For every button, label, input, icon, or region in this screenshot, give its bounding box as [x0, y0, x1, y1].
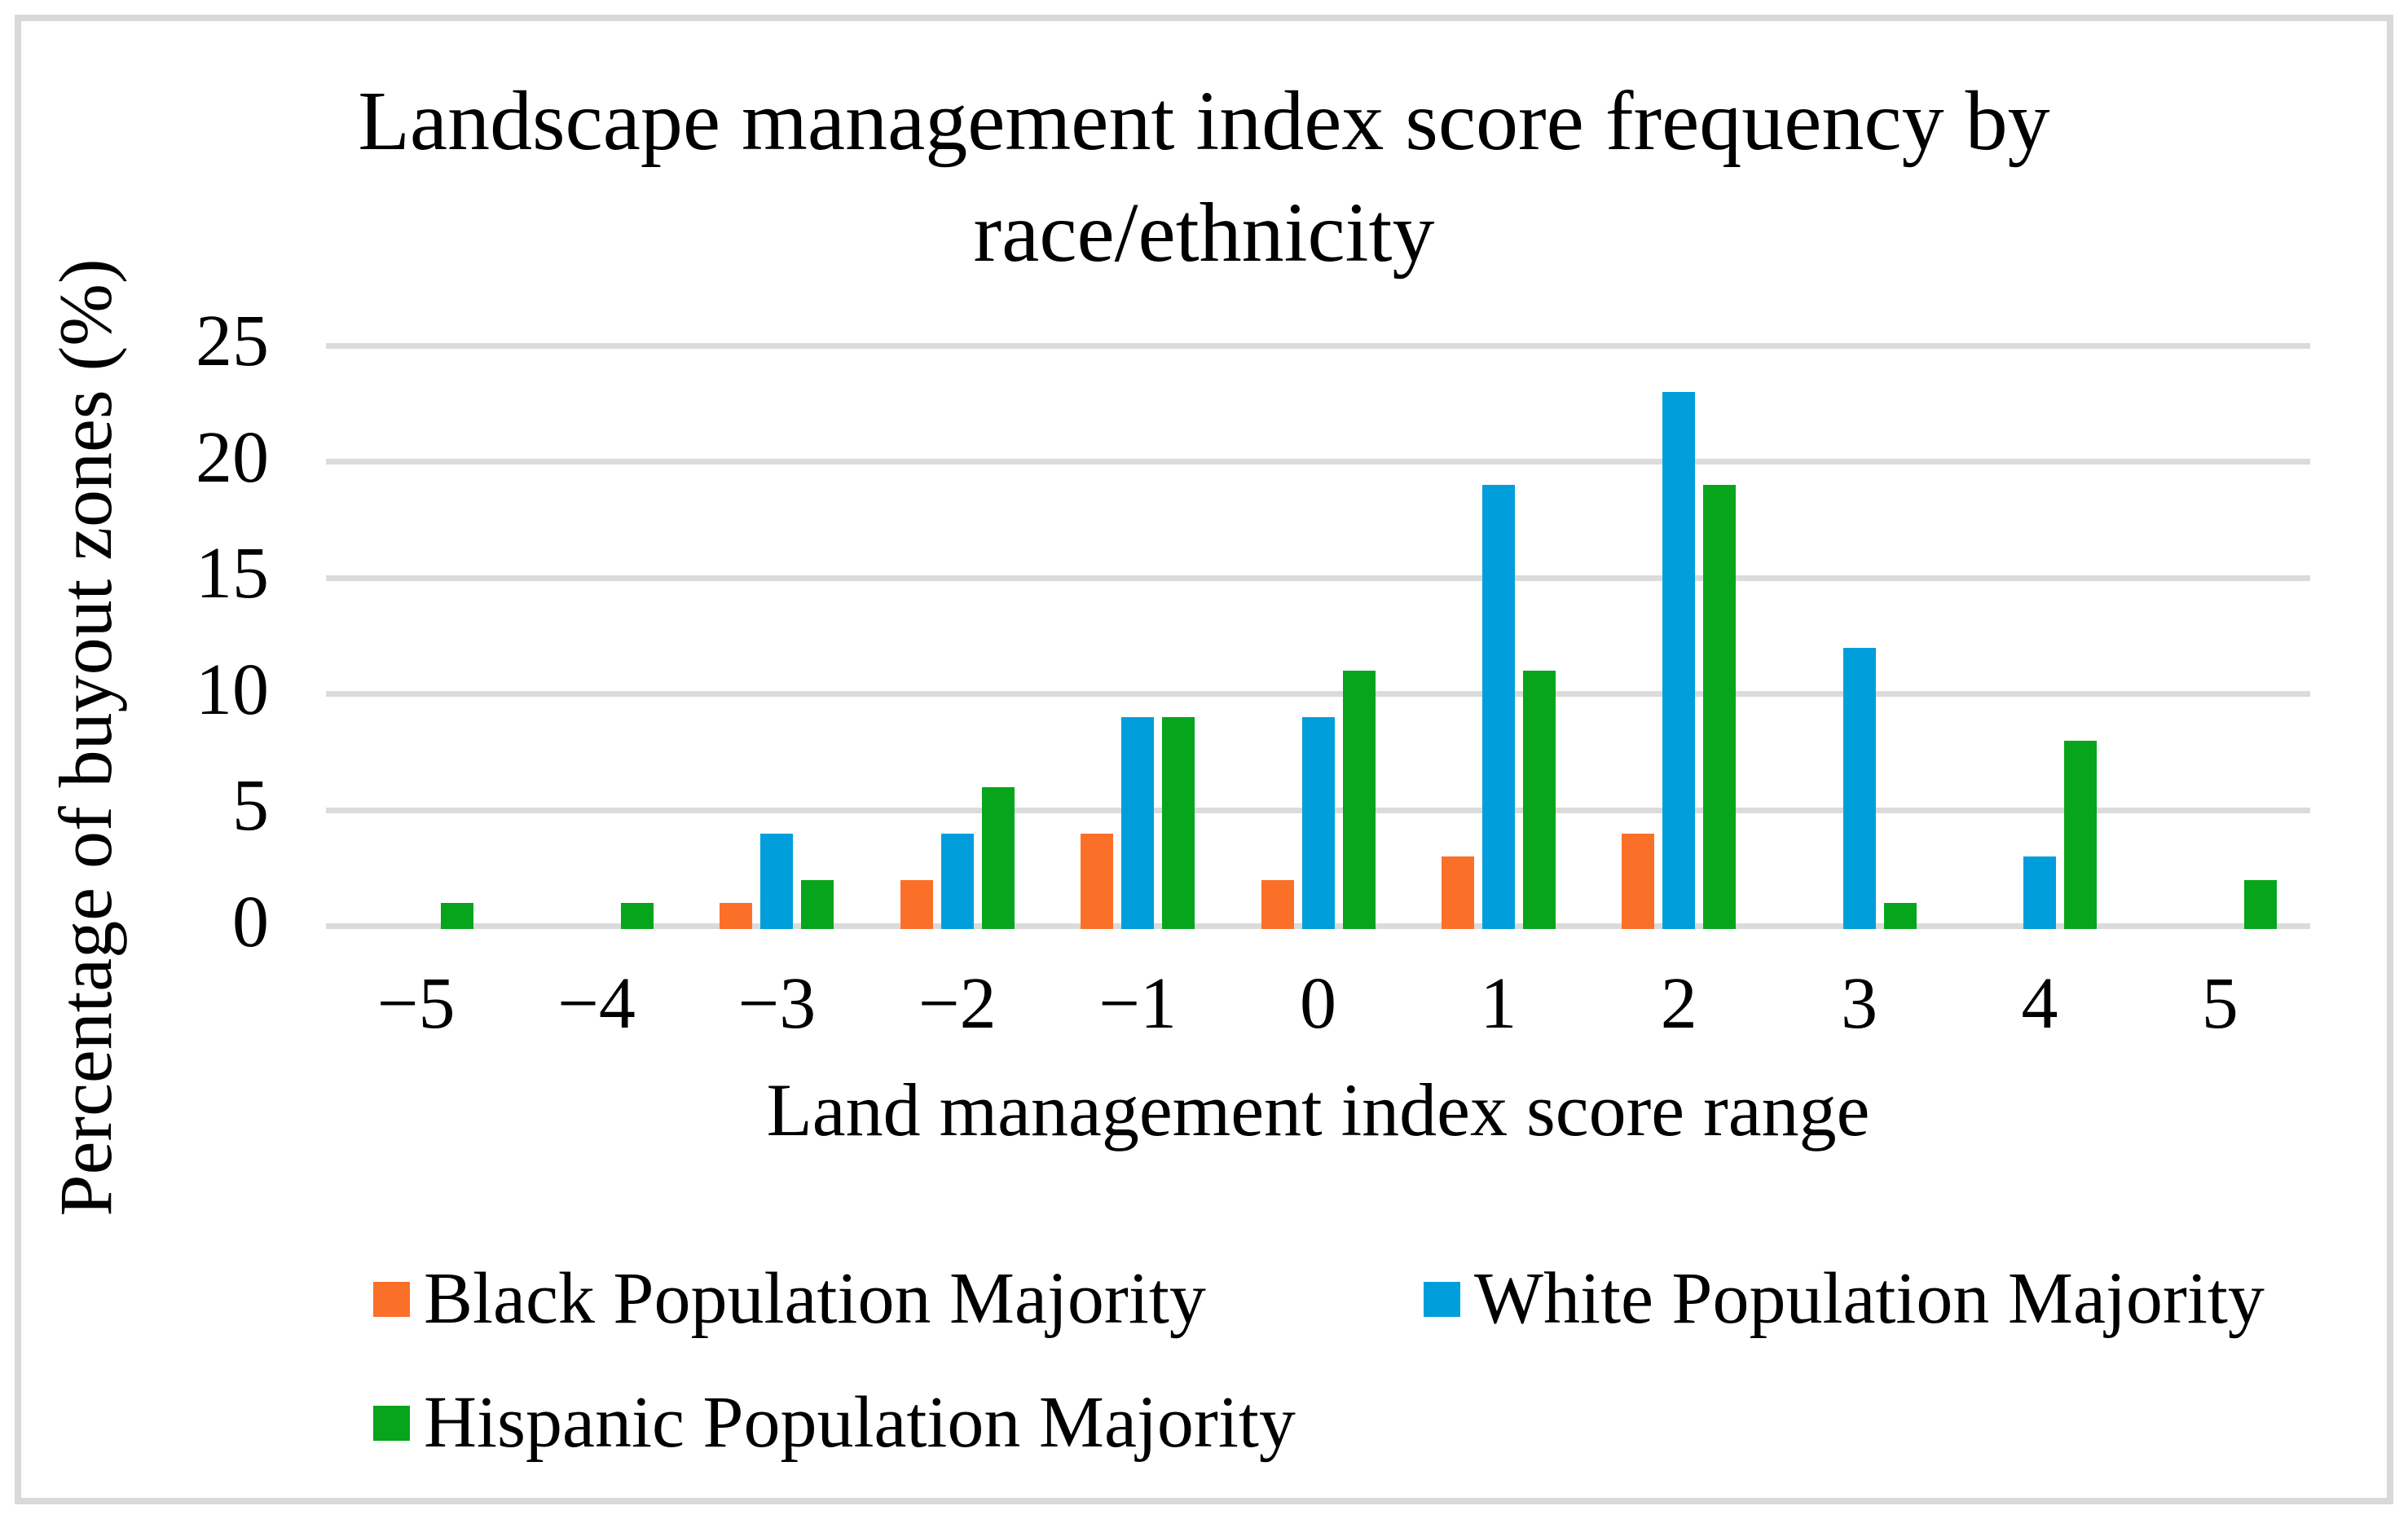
bar-white-population-majority-x-3 [1843, 648, 1876, 929]
bar-hispanic-population-majority-x-3 [1884, 903, 1917, 929]
legend-color-swatch-icon [373, 1405, 410, 1441]
chart-title-line1: Landscape management index score frequen… [358, 74, 2050, 168]
x-tick-label-−3: −3 [737, 963, 817, 1044]
x-tick-label-0: 0 [1299, 963, 1336, 1044]
bar-hispanic-population-majority-x-0 [1343, 671, 1376, 929]
bar-white-population-majority-x-−2 [941, 834, 974, 929]
x-tick-label-4: 4 [2021, 963, 2058, 1044]
bar-hispanic-population-majority-x-1 [1523, 671, 1556, 929]
bar-hispanic-population-majority-x-−5 [441, 903, 473, 929]
legend-label: Hispanic Population Majority [424, 1382, 1296, 1463]
chart-title-line2: race/ethnicity [973, 186, 1435, 280]
x-tick-label-5: 5 [2201, 963, 2239, 1044]
y-tick-label-20: 20 [196, 416, 269, 498]
bar-black-population-majority-x-−2 [900, 880, 933, 929]
bar-white-population-majority-x-1 [1482, 485, 1515, 929]
chart-title: Landscape management index score frequen… [0, 65, 2408, 289]
y-tick-label-25: 25 [196, 301, 269, 381]
y-tick-label-0: 0 [232, 881, 269, 962]
y-axis-title: Percentage of buyout zones (%) [44, 258, 127, 1217]
legend-label: Black Population Majority [424, 1258, 1206, 1339]
x-axis-title: Land management index score range [766, 1068, 1870, 1151]
x-tick-label-−2: −2 [918, 963, 997, 1044]
gridline-y-15 [326, 575, 2310, 581]
legend-label: White Population Majority [1474, 1258, 2265, 1339]
y-tick-label-15: 15 [196, 533, 269, 614]
bar-white-population-majority-x-2 [1662, 392, 1695, 929]
bar-white-population-majority-x-−3 [760, 834, 793, 929]
x-tick-label-−5: −5 [376, 963, 456, 1044]
bar-hispanic-population-majority-x-5 [2244, 880, 2277, 929]
bar-black-population-majority-x-0 [1261, 880, 1294, 929]
gridline-y-25 [326, 342, 2310, 349]
legend-item-black-population-majority: Black Population Majority [373, 1258, 1206, 1340]
legend-color-swatch-icon [373, 1281, 410, 1317]
bar-black-population-majority-x-−1 [1081, 834, 1113, 929]
bar-black-population-majority-x-2 [1622, 834, 1654, 929]
bar-white-population-majority-x-4 [2023, 856, 2056, 929]
bar-black-population-majority-x-1 [1442, 856, 1474, 929]
x-tick-label-1: 1 [1480, 963, 1517, 1044]
x-tick-label-−4: −4 [557, 963, 636, 1044]
legend-item-hispanic-population-majority: Hispanic Population Majority [373, 1382, 1296, 1464]
x-tick-label-2: 2 [1660, 963, 1697, 1044]
gridline-y-10 [326, 691, 2310, 697]
bar-hispanic-population-majority-x-4 [2064, 741, 2097, 929]
gridline-y-20 [326, 459, 2310, 465]
legend-color-swatch-icon [1424, 1281, 1460, 1317]
x-tick-label-−1: −1 [1098, 963, 1178, 1044]
x-tick-label-3: 3 [1841, 963, 1878, 1044]
bar-white-population-majority-x-0 [1302, 717, 1335, 929]
bar-hispanic-population-majority-x-−2 [982, 787, 1015, 929]
bar-black-population-majority-x-−3 [720, 903, 752, 929]
legend-item-white-population-majority: White Population Majority [1424, 1258, 2265, 1340]
bar-hispanic-population-majority-x-−4 [621, 903, 654, 929]
y-tick-label-10: 10 [196, 649, 269, 730]
y-tick-label-5: 5 [232, 765, 269, 846]
bar-hispanic-population-majority-x-−1 [1162, 717, 1195, 929]
chart-border-frame [15, 15, 2393, 1504]
bar-hispanic-population-majority-x-2 [1703, 485, 1736, 929]
bar-white-population-majority-x-−1 [1121, 717, 1154, 929]
bar-hispanic-population-majority-x-−3 [801, 880, 834, 929]
